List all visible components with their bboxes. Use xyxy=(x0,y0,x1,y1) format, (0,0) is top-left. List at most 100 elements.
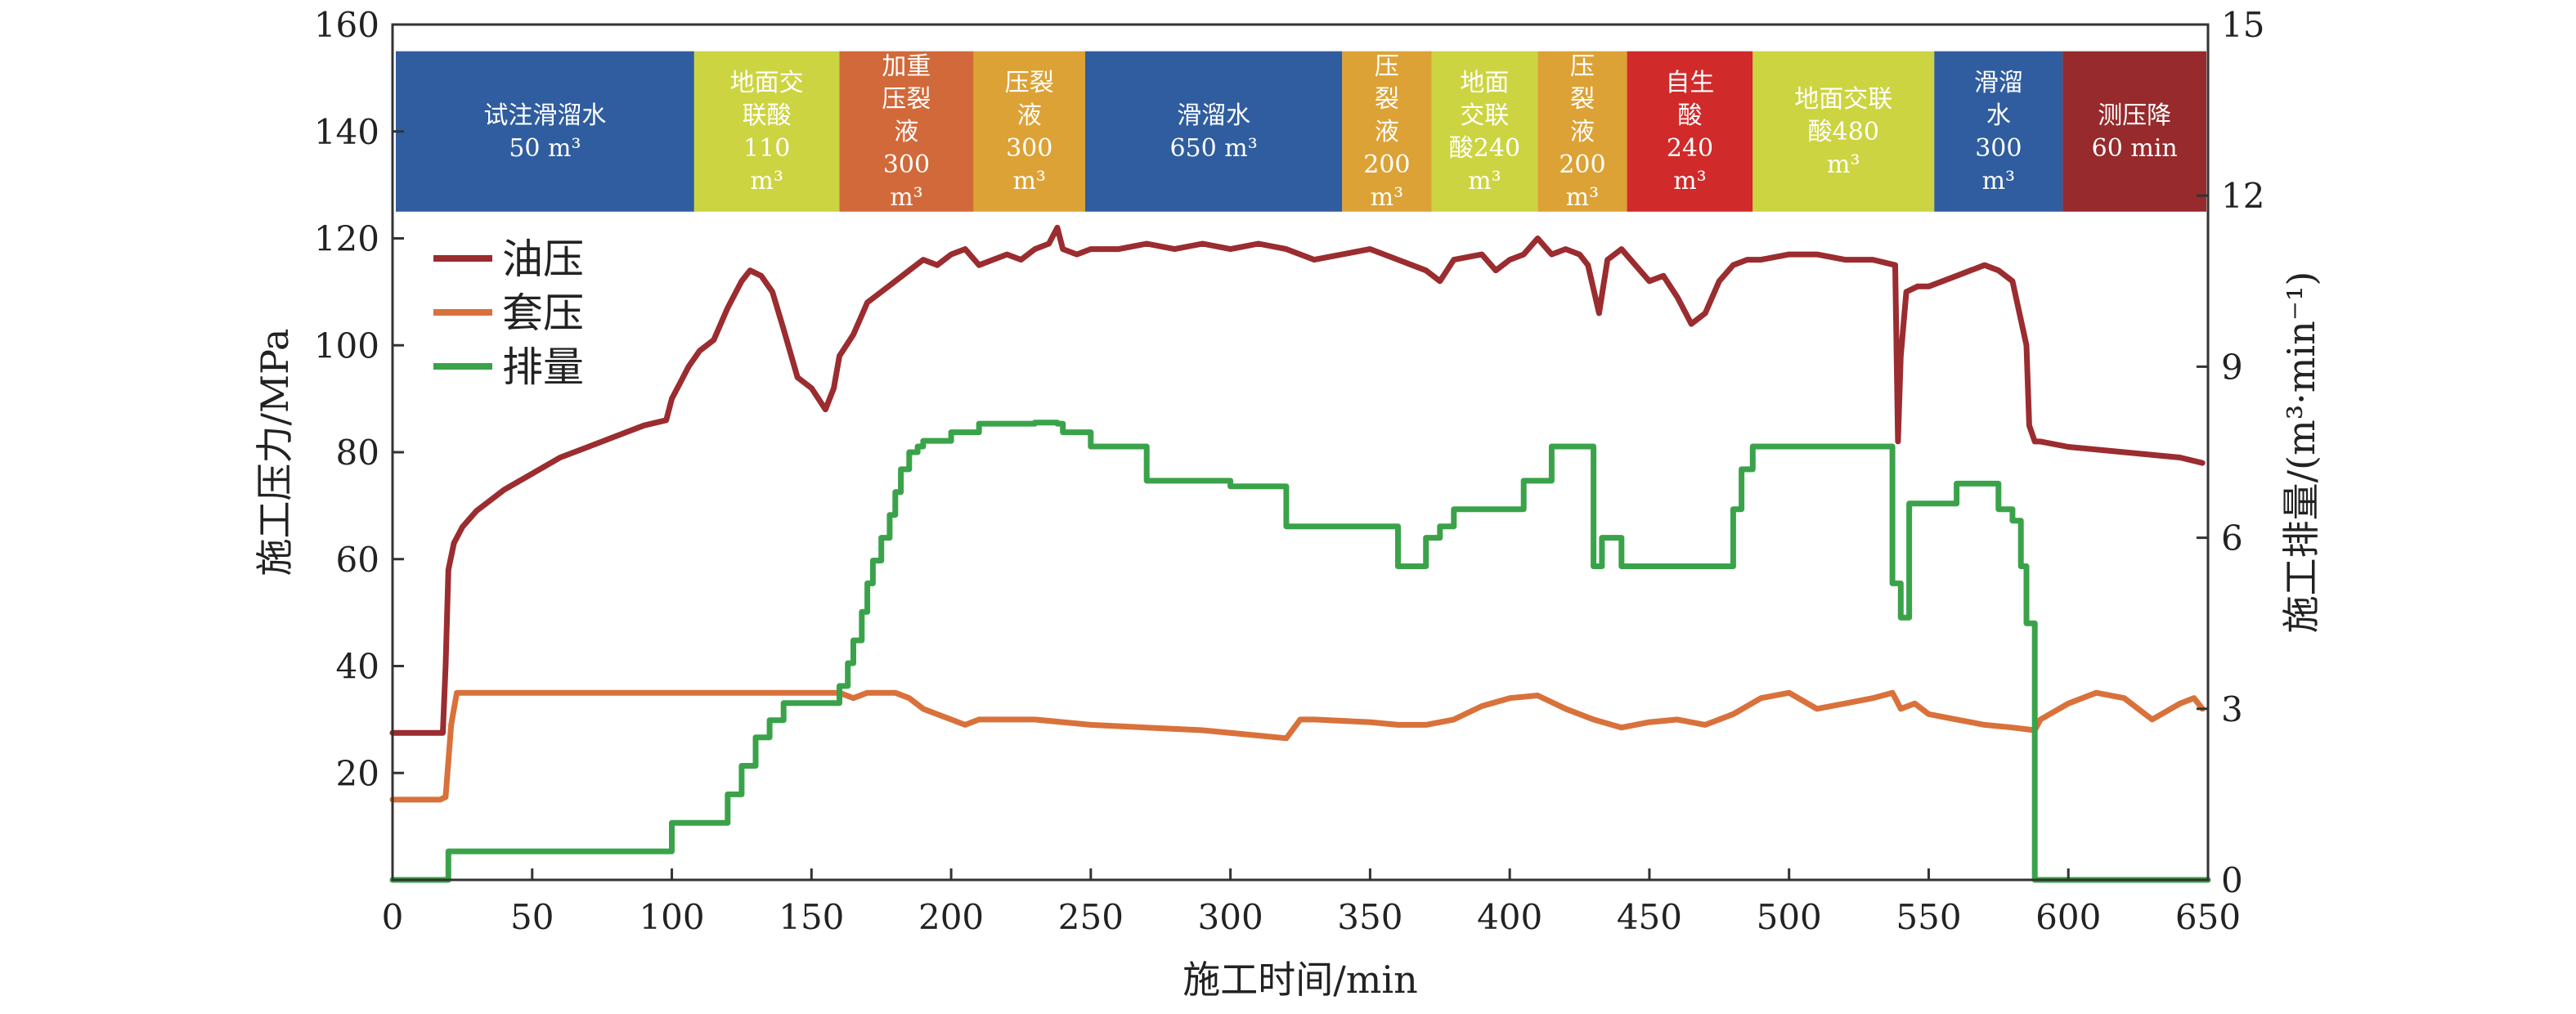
stage-label-line: 地面交 xyxy=(730,69,804,97)
legend-label: 油压 xyxy=(502,236,584,283)
x-tick-label: 350 xyxy=(1337,897,1402,937)
stage-band-rect xyxy=(693,51,840,212)
stage-label-line: 压裂 xyxy=(882,85,931,114)
stage-label-line: 60 min xyxy=(2092,134,2178,163)
stage-label-line: 300 xyxy=(1975,134,2022,163)
stage-band-rect xyxy=(2062,51,2206,212)
stage-band-rect xyxy=(1934,51,2063,212)
stage-label-line: 110 xyxy=(743,134,790,163)
stage-band-rect xyxy=(973,51,1086,212)
stage-label-line: 裂 xyxy=(1570,85,1595,114)
stage-label-line: 液 xyxy=(1375,118,1399,146)
y-left-tick-label: 80 xyxy=(336,433,379,473)
stage-label-line: 加重 xyxy=(882,52,931,81)
y-left-tick-label: 120 xyxy=(314,219,379,259)
stage-label-line: 自生 xyxy=(1665,69,1714,97)
legend-item: 套压 xyxy=(433,289,584,337)
legend-item: 排量 xyxy=(433,343,584,391)
y-right-tick-label: 6 xyxy=(2221,518,2243,559)
stage-label-line: m³ xyxy=(1468,167,1501,195)
legend-item: 油压 xyxy=(433,236,584,283)
series-line-displacement xyxy=(389,420,2211,883)
y-left-axis-title: 施工压力/MPa xyxy=(253,329,297,577)
x-tick-label: 600 xyxy=(2035,897,2101,937)
stage-band: 测压降 60 min xyxy=(2062,51,2206,212)
legend-label: 排量 xyxy=(502,343,584,391)
stage-label-line: m³ xyxy=(890,183,922,212)
stage-label-line: 压 xyxy=(1375,52,1399,81)
y-left-tick-label: 100 xyxy=(314,325,379,366)
y-right-axis-title: 施工排量/(m³·min⁻¹) xyxy=(2279,271,2323,634)
stage-label-line: 试注滑溜水 xyxy=(483,101,606,130)
stage-band-rect xyxy=(396,51,694,212)
stage-label-line: 液 xyxy=(894,118,918,146)
x-tick-label: 500 xyxy=(1757,897,1822,937)
y-left-tick-label: 140 xyxy=(314,112,379,152)
x-tick-label: 300 xyxy=(1198,897,1263,937)
stage-band: 压裂液 300 m³ xyxy=(973,51,1086,212)
stage-label-line: 滑溜水 xyxy=(1177,101,1250,130)
x-tick-label: 450 xyxy=(1617,897,1682,937)
stage-band-rect xyxy=(839,51,974,212)
y-right-tick-label: 3 xyxy=(2221,689,2243,729)
x-tick-label: 100 xyxy=(639,897,704,937)
x-tick-label: 150 xyxy=(779,897,844,937)
stage-label-line: m³ xyxy=(1673,167,1706,195)
axes-layer: 0 50 100 150 200 250 300 350 400 450 500 550 600 6502… xyxy=(253,5,2323,1002)
stage-label-line: 200 xyxy=(1363,150,1410,179)
stage-label-line: 地面交联 xyxy=(1794,85,1892,114)
y-right-tick-label: 15 xyxy=(2221,5,2264,45)
series-line-tubing-pressure xyxy=(389,224,2206,736)
x-tick-label: 50 xyxy=(510,897,554,937)
stage-label-line: m³ xyxy=(1371,183,1403,212)
x-tick-label: 550 xyxy=(1896,897,1961,937)
stage-label-line: 滑溜 xyxy=(1974,69,2023,97)
y-left-tick-label: 160 xyxy=(314,5,379,45)
y-left-tick-label: 20 xyxy=(336,753,379,793)
stage-label-line: 300 xyxy=(883,150,930,179)
stage-label-line: 测压降 xyxy=(2098,101,2171,130)
stage-label-line: m³ xyxy=(1012,167,1045,195)
x-tick-label: 250 xyxy=(1058,897,1124,937)
y-left-tick-label: 40 xyxy=(336,647,379,687)
stage-label-line: 300 xyxy=(1006,134,1052,163)
stage-band: 压裂液 200 m³ xyxy=(1342,51,1432,212)
y-left-tick-label: 60 xyxy=(336,540,379,580)
x-tick-label: 200 xyxy=(918,897,984,937)
series-layer xyxy=(389,224,2211,883)
stage-band-rect xyxy=(1752,51,1935,212)
stage-band-rect xyxy=(1085,51,1343,212)
stage-band: 自生酸 240 m³ xyxy=(1627,51,1753,212)
y-right-tick-label: 9 xyxy=(2221,347,2243,387)
stage-label-line: 水 xyxy=(1986,101,2011,130)
stage-label-line: 液 xyxy=(1570,118,1595,146)
stage-label-line: m³ xyxy=(1982,167,2015,195)
legend-label: 套压 xyxy=(502,289,584,337)
stage-band-rect xyxy=(1537,51,1627,212)
x-tick-label: 400 xyxy=(1477,897,1542,937)
stage-label-line: 地面 xyxy=(1460,69,1509,97)
stage-band: 滑溜水 300 m³ xyxy=(1934,51,2063,212)
stage-label-line: 压 xyxy=(1570,52,1595,81)
stage-band: 压裂液 200 m³ xyxy=(1537,51,1627,212)
x-axis-title: 施工时间/min xyxy=(1183,958,1417,1002)
stage-label-line: 裂 xyxy=(1375,85,1399,114)
stage-label-line: 联酸 xyxy=(743,101,792,130)
stage-band: 试注滑溜水 50 m³ xyxy=(396,51,694,212)
stage-label-line: m³ xyxy=(1827,150,1860,179)
stage-label-line: 650 m³ xyxy=(1169,134,1257,163)
stage-band-rect xyxy=(1342,51,1432,212)
stage-band-rect xyxy=(1431,51,1538,212)
stage-label-line: 240 xyxy=(1667,134,1713,163)
stage-label-line: 酸 xyxy=(1677,101,1702,130)
stage-band-rect xyxy=(1627,51,1753,212)
stage-label-line: m³ xyxy=(1566,183,1599,212)
stage-label-line: 酸240 xyxy=(1449,134,1520,163)
